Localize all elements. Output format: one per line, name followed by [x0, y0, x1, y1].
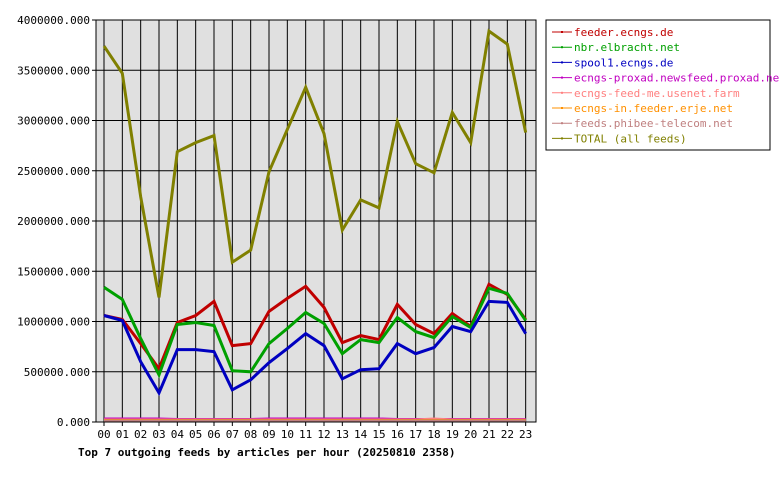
- x-tick-label: 00: [97, 428, 110, 441]
- y-tick-label: 1000000.000: [17, 316, 90, 329]
- series-line-2: [103, 299, 527, 397]
- x-tick-label: 12: [317, 428, 330, 441]
- x-tick-label: 18: [427, 428, 440, 441]
- x-tick-label: 07: [226, 428, 239, 441]
- y-tick-label: 3000000.000: [17, 115, 90, 128]
- legend-label-1: nbr.elbracht.net: [574, 41, 680, 54]
- x-tick-label: 13: [336, 428, 349, 441]
- x-tick-label: 15: [372, 428, 385, 441]
- x-tick-label: 19: [446, 428, 459, 441]
- chart-title: Top 7 outgoing feeds by articles per hou…: [78, 446, 456, 459]
- legend-label-6: feeds.phibee-telecom.net: [574, 117, 733, 130]
- y-tick-label: 500000.000: [24, 366, 90, 379]
- legend-label-3: ecngs-proxad.newsfeed.proxad.net: [574, 72, 780, 85]
- y-tick-label: 4000000.000: [17, 14, 90, 27]
- x-tick-label: 17: [409, 428, 422, 441]
- y-tick-label: 2000000.000: [17, 215, 90, 228]
- x-axis-ticks: 00 01 02 03 04 05 06 07 08 09 10 11 12 13 14 15 16 17 18 19…: [97, 422, 532, 441]
- legend-marker-1: [561, 46, 563, 49]
- y-tick-label: 1500000.000: [17, 265, 90, 278]
- legend-marker-3: [561, 76, 563, 79]
- legend: feeder.ecngs.de nbr.elbracht.net spool1.ec…: [545, 19, 780, 151]
- legend-marker-7: [561, 137, 563, 140]
- x-tick-label: 11: [299, 428, 312, 441]
- legend-label-7: TOTAL (all feeds): [574, 132, 687, 145]
- plot-border: [95, 19, 537, 423]
- x-tick-label: 16: [391, 428, 404, 441]
- x-tick-label: 01: [116, 428, 129, 441]
- legend-marker-0: [561, 31, 563, 33]
- series-line-1: [103, 286, 527, 379]
- x-tick-label: 09: [262, 428, 275, 441]
- legend-label-5: ecngs-in.feeder.erje.net: [574, 102, 733, 115]
- legend-label-0: feeder.ecngs.de: [574, 26, 673, 39]
- legend-marker-5: [561, 107, 563, 109]
- x-tick-label: 05: [189, 428, 202, 441]
- x-tick-label: 14: [354, 428, 368, 441]
- x-tick-label: 22: [501, 428, 514, 441]
- x-tick-label: 02: [134, 428, 147, 441]
- y-axis-ticks: 0.000 500000.000 1000000.000 1500000.000 200…: [17, 14, 96, 429]
- legend-box: [545, 19, 771, 151]
- legend-marker-6: [561, 122, 563, 125]
- series-line-7: [102, 28, 528, 298]
- x-tick-label: 10: [281, 428, 294, 441]
- x-tick-label: 06: [207, 428, 220, 441]
- x-tick-label: 04: [171, 428, 185, 441]
- series-lines: [102, 28, 528, 423]
- grid-lines: [96, 20, 536, 422]
- x-tick-label: 03: [152, 428, 165, 441]
- legend-marker-2: [561, 61, 563, 64]
- legend-label-2: spool1.ecngs.de: [574, 56, 673, 69]
- x-tick-label: 20: [464, 428, 477, 441]
- y-tick-label: 2500000.000: [17, 165, 90, 178]
- x-tick-label: 08: [244, 428, 257, 441]
- legend-label-4: ecngs-feed-me.usenet.farm: [574, 87, 740, 100]
- legend-marker-4: [561, 91, 563, 94]
- y-tick-label: 3500000.000: [17, 64, 90, 77]
- x-tick-label: 21: [482, 428, 495, 441]
- y-tick-label: 0.000: [57, 416, 90, 429]
- x-tick-label: 23: [519, 428, 532, 441]
